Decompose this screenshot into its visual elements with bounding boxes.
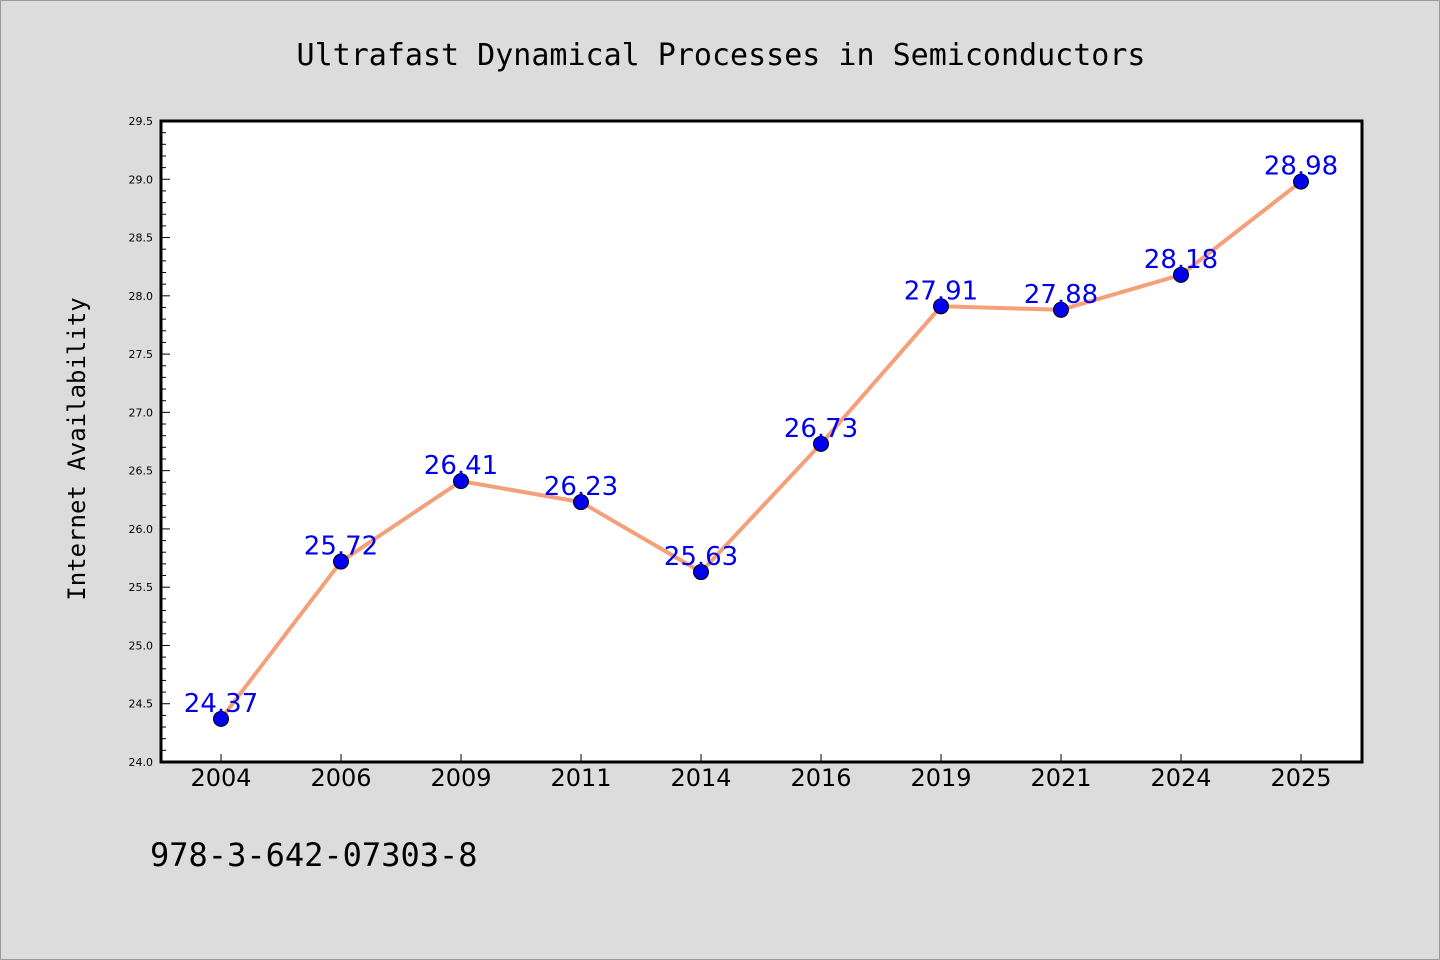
data-labels-layer: 24.37 25.72 26.41 26.23 25.63 26.73 27.91 27.88… (184, 152, 1338, 719)
plot-area (159, 119, 1364, 764)
data-label: 25.63 (664, 542, 738, 572)
data-label: 27.91 (904, 276, 978, 306)
y-tick-label: 27.0 (129, 406, 154, 419)
data-point (693, 564, 709, 581)
y-tick-label: 29.0 (129, 173, 154, 186)
chart-title: Ultrafast Dynamical Processes in Semicon… (297, 38, 1146, 73)
y-tick-label: 25.0 (129, 639, 154, 652)
x-tick-label: 2014 (670, 764, 731, 792)
x-tick-label: 2021 (1030, 764, 1091, 792)
data-point (933, 298, 949, 315)
series-line (219, 179, 1303, 721)
y-tick-label: 24.0 (129, 756, 154, 769)
data-point (213, 710, 229, 727)
y-tick-label: 28.0 (129, 290, 154, 303)
data-label: 24.37 (184, 689, 258, 719)
data-point (333, 553, 349, 570)
data-label: 25.72 (304, 532, 378, 562)
x-tick-label: 2016 (790, 764, 851, 792)
x-tick-label: 2025 (1270, 764, 1331, 792)
data-label: 27.88 (1024, 280, 1098, 310)
data-point (1293, 173, 1309, 190)
x-tick-label: 2004 (190, 764, 251, 792)
y-tick-label: 26.5 (129, 465, 154, 478)
data-point (813, 435, 829, 452)
data-label: 26.41 (424, 451, 498, 481)
x-tick-label: 2009 (430, 764, 491, 792)
y-tick-label: 24.5 (129, 698, 154, 711)
data-label: 28.18 (1144, 245, 1218, 275)
x-axis-ticks: 2004 2006 2009 2011 2014 2016 2019 2021 2024 2025 (190, 754, 1332, 792)
data-label: 28.98 (1264, 152, 1338, 182)
x-tick-label: 2019 (910, 764, 971, 792)
isbn-text: 978-3-642-07303-8 (150, 836, 478, 874)
data-label: 26.73 (784, 414, 858, 444)
y-tick-label: 29.5 (129, 115, 154, 128)
x-tick-label: 2024 (1150, 764, 1211, 792)
y-axis-label: Internet Availability (63, 297, 91, 600)
data-point (573, 494, 589, 511)
data-label: 26.23 (544, 472, 618, 502)
x-tick-label: 2011 (550, 764, 611, 792)
x-tick-label: 2006 (310, 764, 371, 792)
y-tick-label: 28.5 (129, 232, 154, 245)
y-tick-label: 27.5 (129, 348, 154, 361)
y-tick-label: 25.5 (129, 581, 154, 594)
data-point (1173, 266, 1189, 283)
y-tick-label: 26.0 (129, 523, 154, 536)
series-layer (213, 173, 1309, 727)
y-axis-ticks: 24.0 24.5 25.0 25.5 26.0 26.5 27.0 27.5 28.0 28.5… (129, 115, 170, 769)
data-point (453, 473, 469, 490)
data-point (1053, 301, 1069, 318)
